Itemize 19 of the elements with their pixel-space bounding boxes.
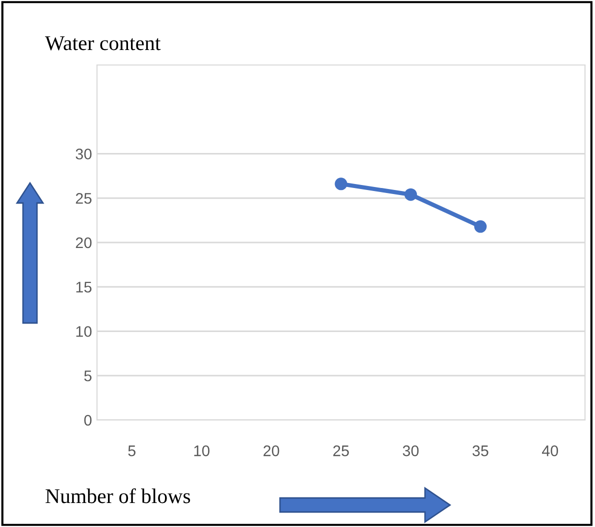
y-tick-label: 20: [76, 237, 92, 248]
x-tick-label: 35: [472, 445, 488, 456]
x-tick-label: 40: [542, 445, 558, 456]
y-tick-label: 10: [76, 326, 92, 337]
x-axis-title: Number of blows: [46, 488, 190, 504]
point: [404, 188, 417, 201]
y-tick-label: 0: [84, 414, 92, 426]
point: [334, 178, 348, 190]
x-tick-label: 5: [128, 446, 136, 456]
x-tick-label: 30: [402, 445, 419, 456]
x-tick-label: 20: [264, 445, 280, 456]
y-tick-label: 25: [76, 192, 92, 204]
chart-title: Water content: [45, 36, 161, 50]
x-tick-label: 25: [333, 445, 349, 456]
y-tick-label: 15: [76, 282, 92, 293]
y-tick-label: 5: [84, 370, 92, 382]
x-tick-label: 10: [194, 445, 210, 456]
point: [474, 220, 487, 233]
y-tick-label: 30: [76, 148, 92, 160]
